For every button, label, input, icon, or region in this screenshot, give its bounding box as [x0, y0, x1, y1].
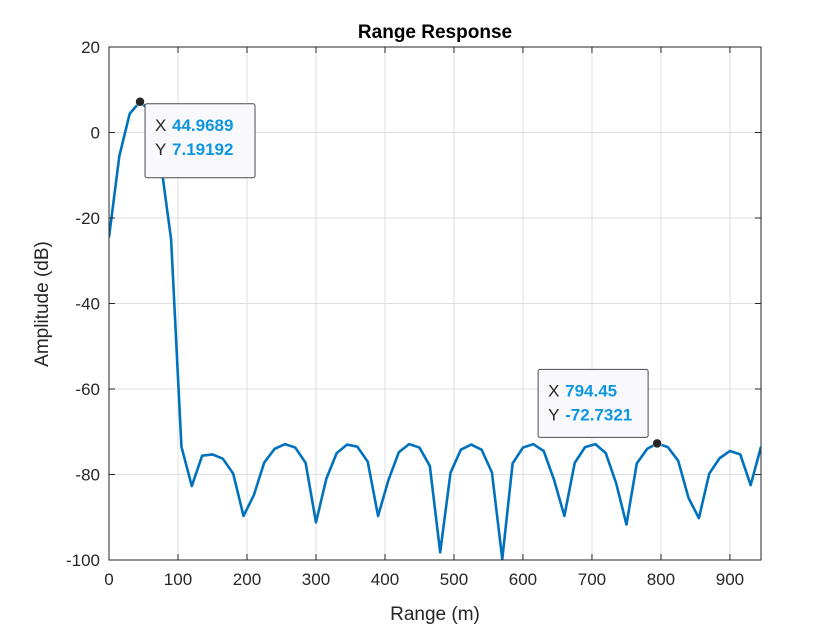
data-tip-2: X 794.45 Y -72.7321 — [537, 368, 662, 449]
data-tip-y-key: Y — [155, 140, 166, 159]
y-axis-label: Amplitude (dB) — [32, 241, 53, 367]
data-tip-box — [537, 368, 649, 438]
x-tick-label: 600 — [509, 570, 537, 589]
data-tip-y-value: -72.7321 — [565, 405, 632, 424]
y-tick-label: -20 — [75, 209, 100, 228]
y-tick-label: -40 — [75, 295, 100, 314]
y-tick-label: -100 — [66, 551, 100, 570]
data-tip-x-key: X — [155, 116, 166, 135]
x-tick-label: 300 — [302, 570, 330, 589]
x-axis-label: Range (m) — [390, 604, 480, 625]
data-tip-x-value: 44.9689 — [172, 116, 233, 135]
data-tip-1: X 44.9689 Y 7.19192 — [135, 97, 256, 179]
x-tick-label: 200 — [233, 570, 261, 589]
data-tip-x-key: X — [548, 381, 559, 400]
data-tip-marker — [652, 438, 662, 449]
y-tick-label: 20 — [81, 38, 100, 57]
y-tick-label: -80 — [75, 466, 100, 485]
x-tick-label: 0 — [104, 570, 113, 589]
x-tick-label: 900 — [716, 570, 744, 589]
plot-area: 0 100 200 300 400 500 600 700 800 900200-20-40-60… — [66, 38, 762, 589]
x-tick-label: 700 — [578, 570, 606, 589]
y-tick-label: -60 — [75, 380, 100, 399]
y-tick-label: 0 — [91, 124, 100, 143]
x-tick-label: 800 — [647, 570, 675, 589]
data-tip-y-key: Y — [548, 405, 559, 424]
chart-title: Range Response — [358, 22, 512, 43]
x-tick-label: 500 — [440, 570, 468, 589]
series-line-0 — [109, 100, 761, 560]
data-tip-marker — [135, 97, 145, 107]
x-tick-label: 400 — [371, 570, 399, 589]
data-tip-box — [144, 103, 256, 179]
data-tip-y-value: 7.19192 — [172, 140, 233, 159]
data-tip-x-value: 794.45 — [565, 381, 617, 400]
x-tick-label: 100 — [164, 570, 192, 589]
